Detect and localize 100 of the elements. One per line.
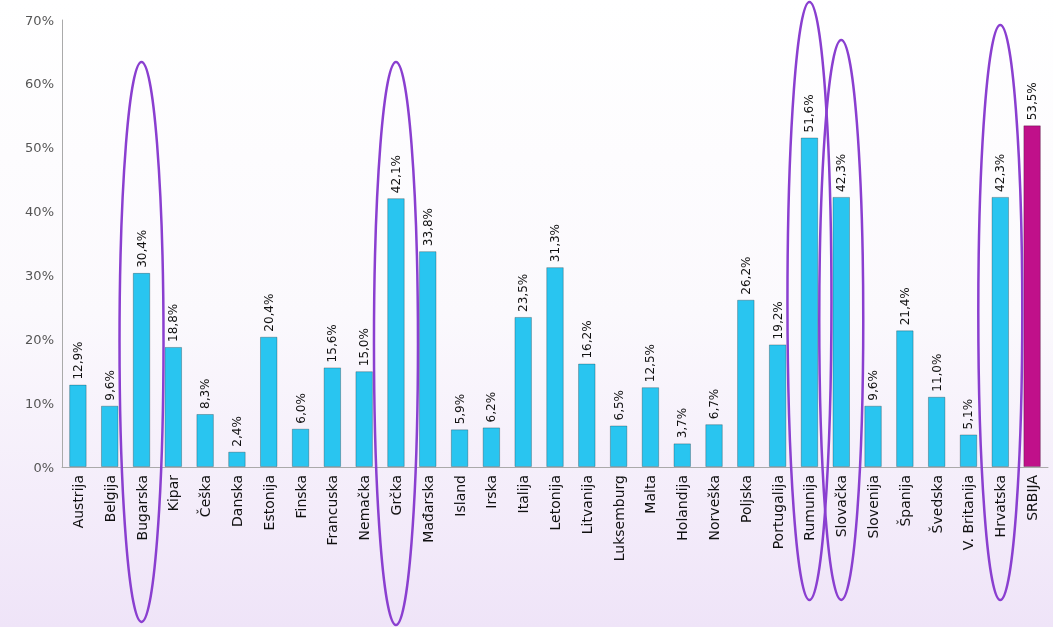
data-label: 3,7% xyxy=(675,407,690,439)
data-label: 12,5% xyxy=(643,344,658,383)
data-label: 31,3% xyxy=(548,224,562,263)
y-tick-label: 10% xyxy=(25,395,54,411)
bar xyxy=(959,434,978,467)
bar xyxy=(164,346,183,467)
data-label: 6,7% xyxy=(707,388,722,420)
data-label: 12,9% xyxy=(70,341,85,380)
data-label: 15,0% xyxy=(357,328,372,367)
data-label: 42,3% xyxy=(993,153,1008,192)
x-tick-label: Finska xyxy=(292,475,309,519)
x-tick-label: Letonija xyxy=(547,475,563,531)
x-tick-label: Slovenija xyxy=(865,475,882,539)
data-label: 26,2% xyxy=(738,256,753,295)
x-tick-label: Austrija xyxy=(69,475,86,529)
data-label: 33,8% xyxy=(420,208,435,247)
bar xyxy=(514,316,532,467)
bar xyxy=(228,451,246,467)
data-label: 9,6% xyxy=(866,370,881,401)
y-tick-label: 50% xyxy=(25,140,54,156)
bar xyxy=(546,267,564,467)
data-label: 30,4% xyxy=(134,229,149,268)
x-tick-label: Nemačka xyxy=(356,475,373,541)
x-tick-label: Švedska xyxy=(927,475,945,534)
bar xyxy=(450,429,469,467)
x-tick-label: Hrvatska xyxy=(992,475,1009,538)
bar xyxy=(482,427,501,467)
x-tick-label: SRBIJA xyxy=(1024,474,1041,521)
bar xyxy=(737,299,755,467)
bar xyxy=(578,363,596,467)
x-tick-label: Kipar xyxy=(165,474,182,512)
x-tick-label: Holandija xyxy=(674,475,691,541)
bar xyxy=(387,198,405,467)
bar xyxy=(800,137,819,467)
x-tick-label: Norveška xyxy=(706,475,723,541)
data-label: 9,6% xyxy=(102,370,117,401)
y-tick-label: 40% xyxy=(25,204,54,220)
x-tick-label: V. Britanija xyxy=(960,475,977,551)
data-label: 6,0% xyxy=(293,393,308,424)
bar xyxy=(1023,125,1041,467)
data-label: 19,2% xyxy=(770,301,785,340)
x-tick-label: Češka xyxy=(196,475,214,518)
data-label: 16,2% xyxy=(579,320,594,359)
bar xyxy=(864,405,882,467)
y-tick-label: 20% xyxy=(25,331,54,347)
bar xyxy=(69,384,87,467)
data-label: 42,1% xyxy=(388,155,403,194)
bar xyxy=(609,425,628,467)
y-tick-label: 0% xyxy=(33,459,54,475)
bar xyxy=(896,330,914,467)
y-tick-label: 30% xyxy=(25,267,54,283)
x-tick-label: Danska xyxy=(228,475,245,527)
x-tick-label: Italija xyxy=(515,475,532,514)
x-tick-label: Francuska xyxy=(324,475,341,546)
bar xyxy=(196,414,214,467)
data-label: 5,1% xyxy=(961,398,976,430)
x-tick-label: Grčka xyxy=(387,475,404,516)
x-tick-label: Mađarska xyxy=(419,475,436,543)
x-tick-label: Bugarska xyxy=(133,475,150,541)
data-label: 21,4% xyxy=(897,287,912,326)
x-tick-label: Irska xyxy=(483,475,500,509)
bar xyxy=(355,371,373,467)
bar xyxy=(291,428,310,467)
data-label: 15,6% xyxy=(325,324,340,363)
data-label: 2,4% xyxy=(229,416,244,447)
bar xyxy=(768,344,787,467)
data-label: 5,9% xyxy=(452,393,467,425)
bar xyxy=(132,272,151,467)
x-tick-label: Luksemburg xyxy=(610,475,627,562)
data-label: 6,2% xyxy=(484,391,499,423)
data-label: 8,3% xyxy=(198,378,213,409)
x-tick-label: Estonija xyxy=(260,475,277,531)
bar xyxy=(419,251,437,467)
bar xyxy=(991,196,1010,467)
bar xyxy=(323,367,342,467)
data-label: 6,5% xyxy=(611,389,626,421)
data-label: 53,5% xyxy=(1025,82,1040,121)
bar xyxy=(641,387,660,467)
y-tick-label: 70% xyxy=(25,12,54,28)
bar xyxy=(927,396,946,467)
data-label: 42,3% xyxy=(834,153,849,192)
data-label: 11,0% xyxy=(929,353,944,392)
bar xyxy=(673,443,691,467)
bar xyxy=(260,336,278,467)
data-label: 20,4% xyxy=(261,293,276,332)
x-tick-label: Belgija xyxy=(101,475,118,523)
bar xyxy=(832,196,850,467)
bar xyxy=(100,405,119,467)
data-label: 51,6% xyxy=(802,94,817,133)
x-tick-label: Španija xyxy=(895,475,913,527)
x-tick-label: Rumunija xyxy=(801,475,818,541)
y-tick-label: 60% xyxy=(25,76,54,92)
x-tick-label: Malta xyxy=(642,475,659,514)
data-label: 23,5% xyxy=(516,273,531,312)
x-tick-label: Litvanija xyxy=(578,475,595,535)
x-tick-label: Portugalija xyxy=(769,475,786,550)
bar xyxy=(705,424,723,467)
x-tick-label: Poljska xyxy=(737,475,754,524)
data-label: 18,8% xyxy=(166,303,181,342)
x-tick-label: Slovačka xyxy=(833,475,850,538)
